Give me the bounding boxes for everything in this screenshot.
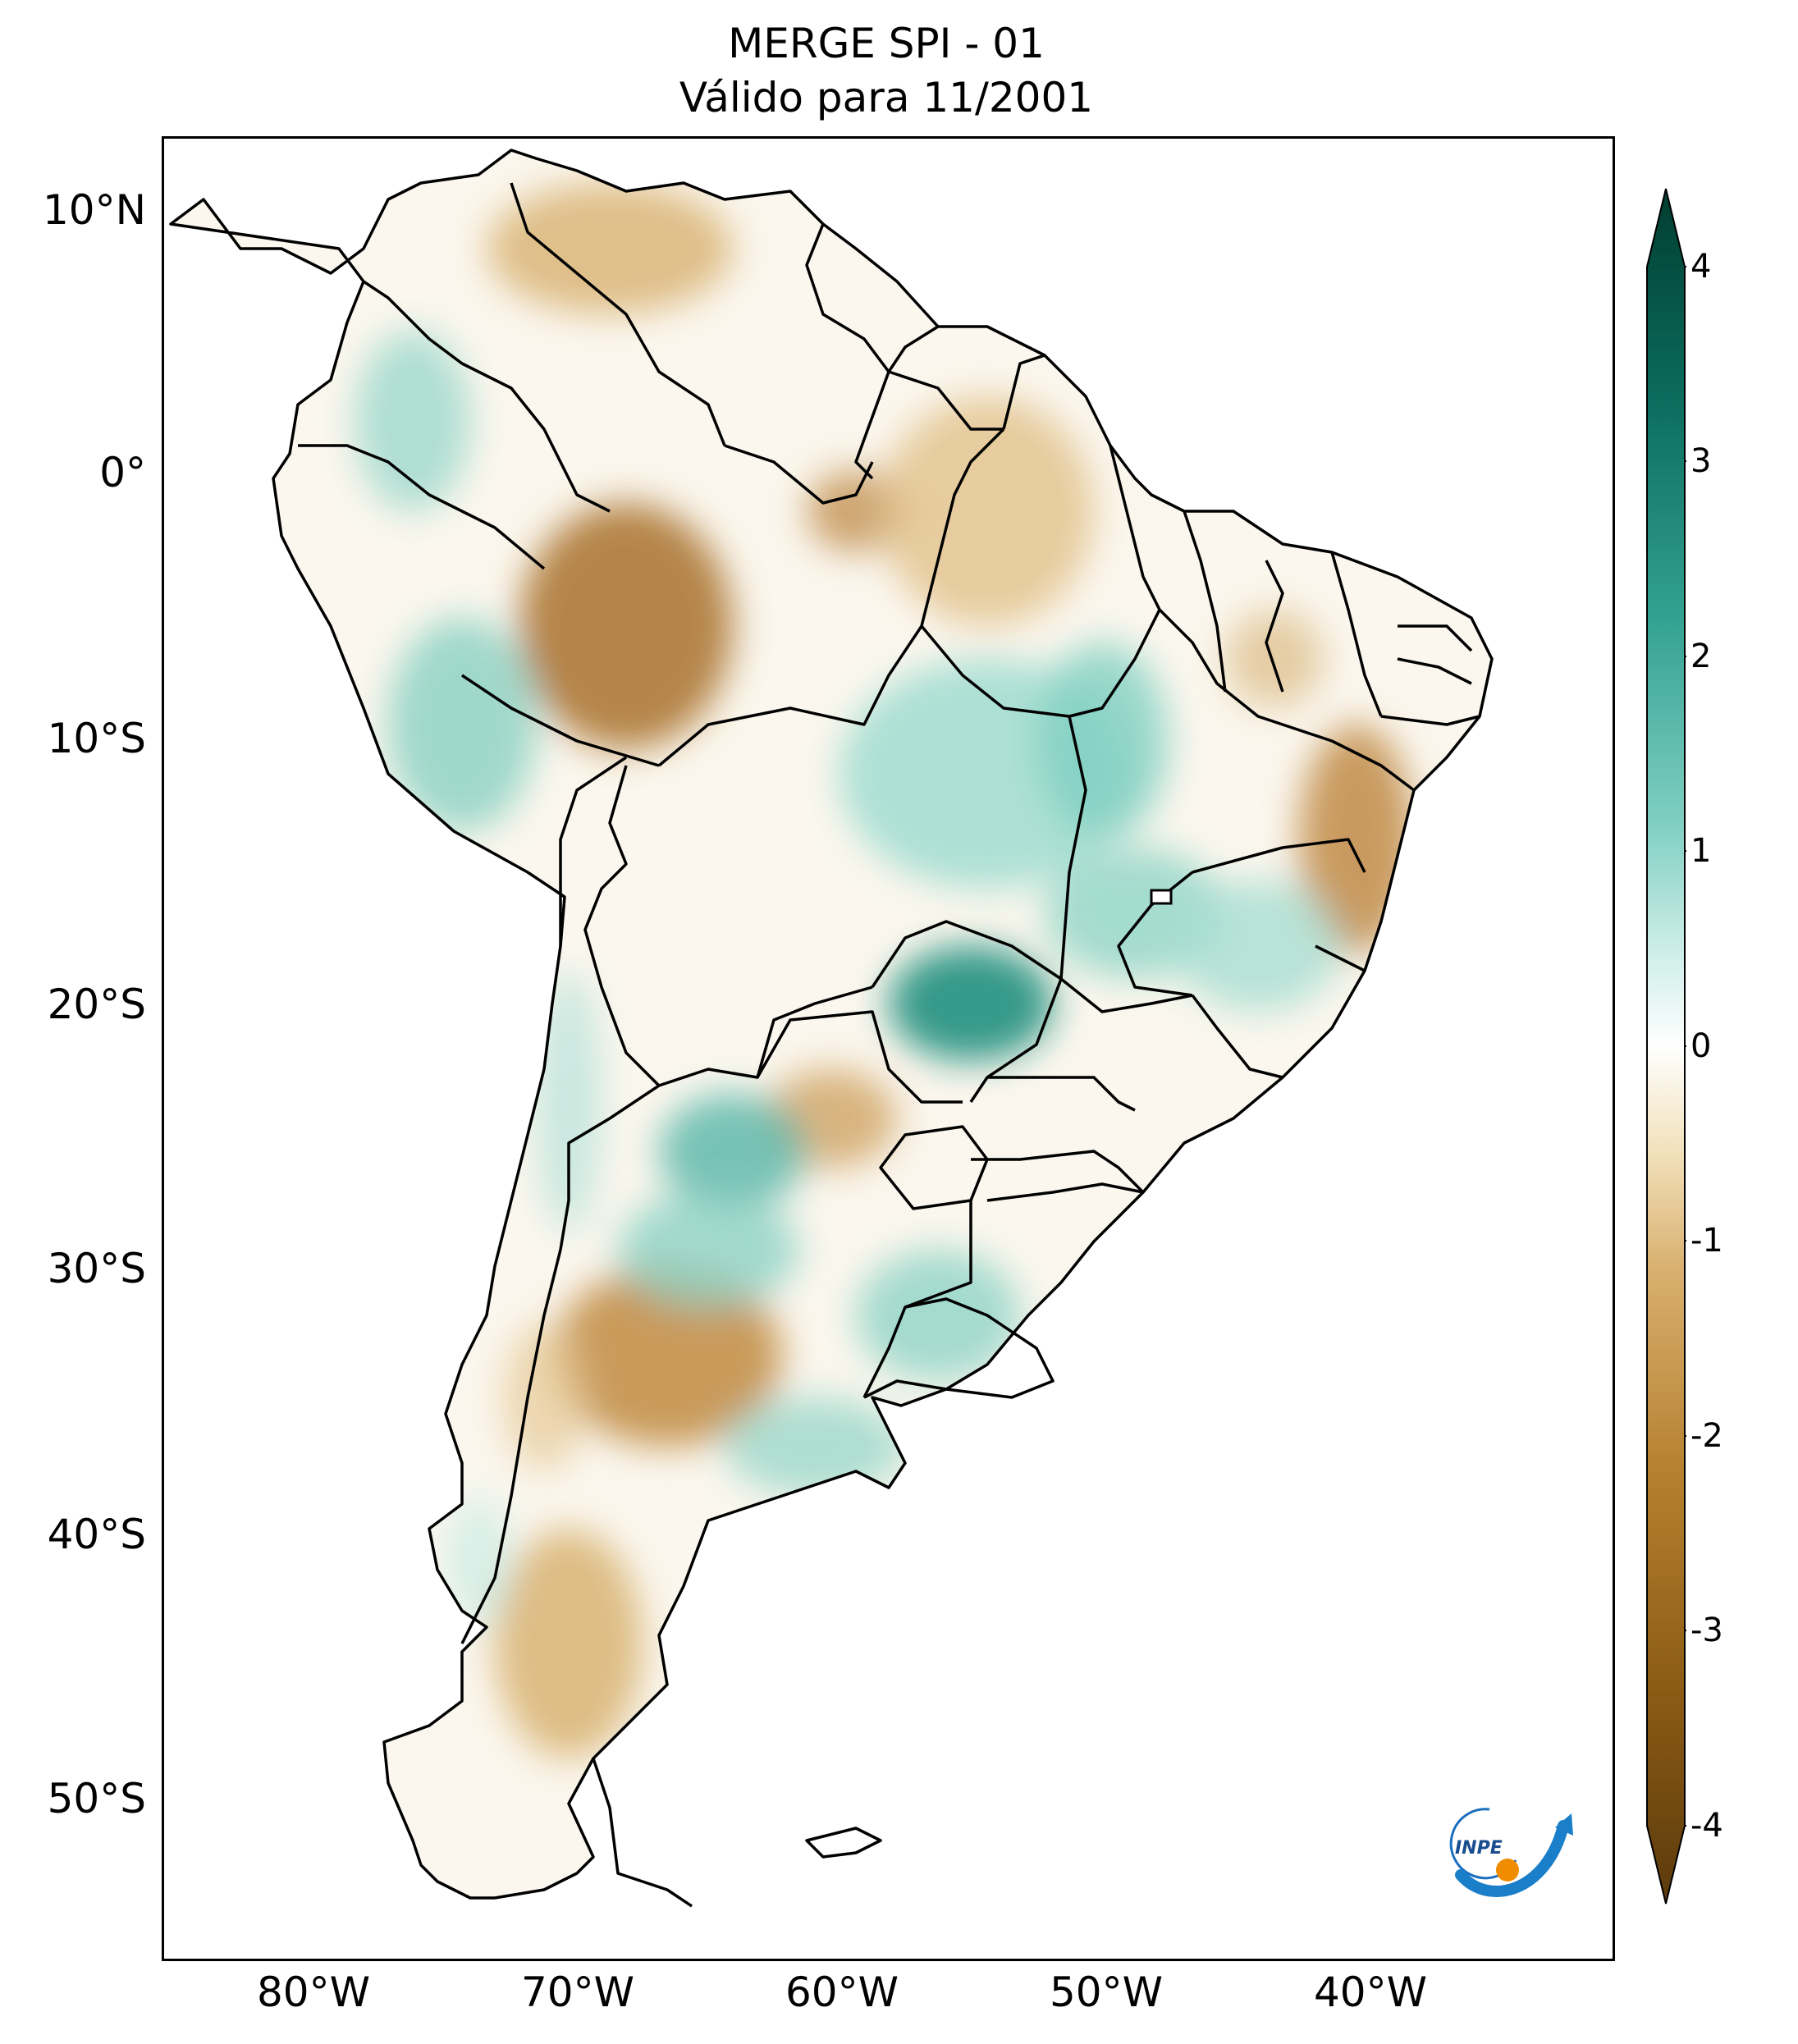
lat-label-20s: 20°S <box>47 981 146 1028</box>
inpe-logo-icon <box>1449 1808 1573 1897</box>
colorbar <box>1646 188 1686 1905</box>
lat-label-0: 0° <box>99 449 146 496</box>
inpe-logo-text: INPE <box>1455 1838 1503 1859</box>
map-panel <box>162 136 1615 1961</box>
country-borders <box>169 149 1494 1908</box>
lon-label-40w: 40°W <box>1313 1969 1428 2016</box>
lat-label-40s: 40°S <box>47 1511 146 1558</box>
colorbar-label-0: 0 <box>1690 1027 1712 1065</box>
colorbar-label-neg4: -4 <box>1690 1807 1723 1845</box>
federal-district <box>1150 889 1173 905</box>
colorbar-bar <box>1646 188 1686 1905</box>
colorbar-label-neg1: -1 <box>1690 1222 1723 1260</box>
lat-label-50s: 50°S <box>47 1775 146 1822</box>
lat-label-10n: 10°N <box>42 186 146 234</box>
colorbar-label-1: 1 <box>1690 832 1712 870</box>
lat-label-10s: 10°S <box>47 715 146 762</box>
south-america-map <box>169 149 1494 1908</box>
colorbar-label-4: 4 <box>1690 248 1712 286</box>
map-subtitle: Válido para 11/2001 <box>679 74 1094 121</box>
colorbar-ticks <box>1685 266 1686 1827</box>
lon-label-70w: 70°W <box>520 1969 635 2016</box>
colorbar-label-2: 2 <box>1690 638 1712 675</box>
colorbar-label-neg3: -3 <box>1690 1612 1723 1649</box>
lon-label-60w: 60°W <box>785 1969 899 2016</box>
map-title: MERGE SPI - 01 <box>728 20 1045 67</box>
spi-field <box>355 183 1414 1758</box>
lat-label-30s: 30°S <box>47 1245 146 1292</box>
colorbar-label-3: 3 <box>1690 442 1712 480</box>
inpe-logo: INPE <box>1440 1793 1580 1900</box>
lon-label-50w: 50°W <box>1049 1969 1164 2016</box>
colorbar-label-neg2: -2 <box>1690 1417 1723 1455</box>
lon-label-80w: 80°W <box>256 1969 371 2016</box>
